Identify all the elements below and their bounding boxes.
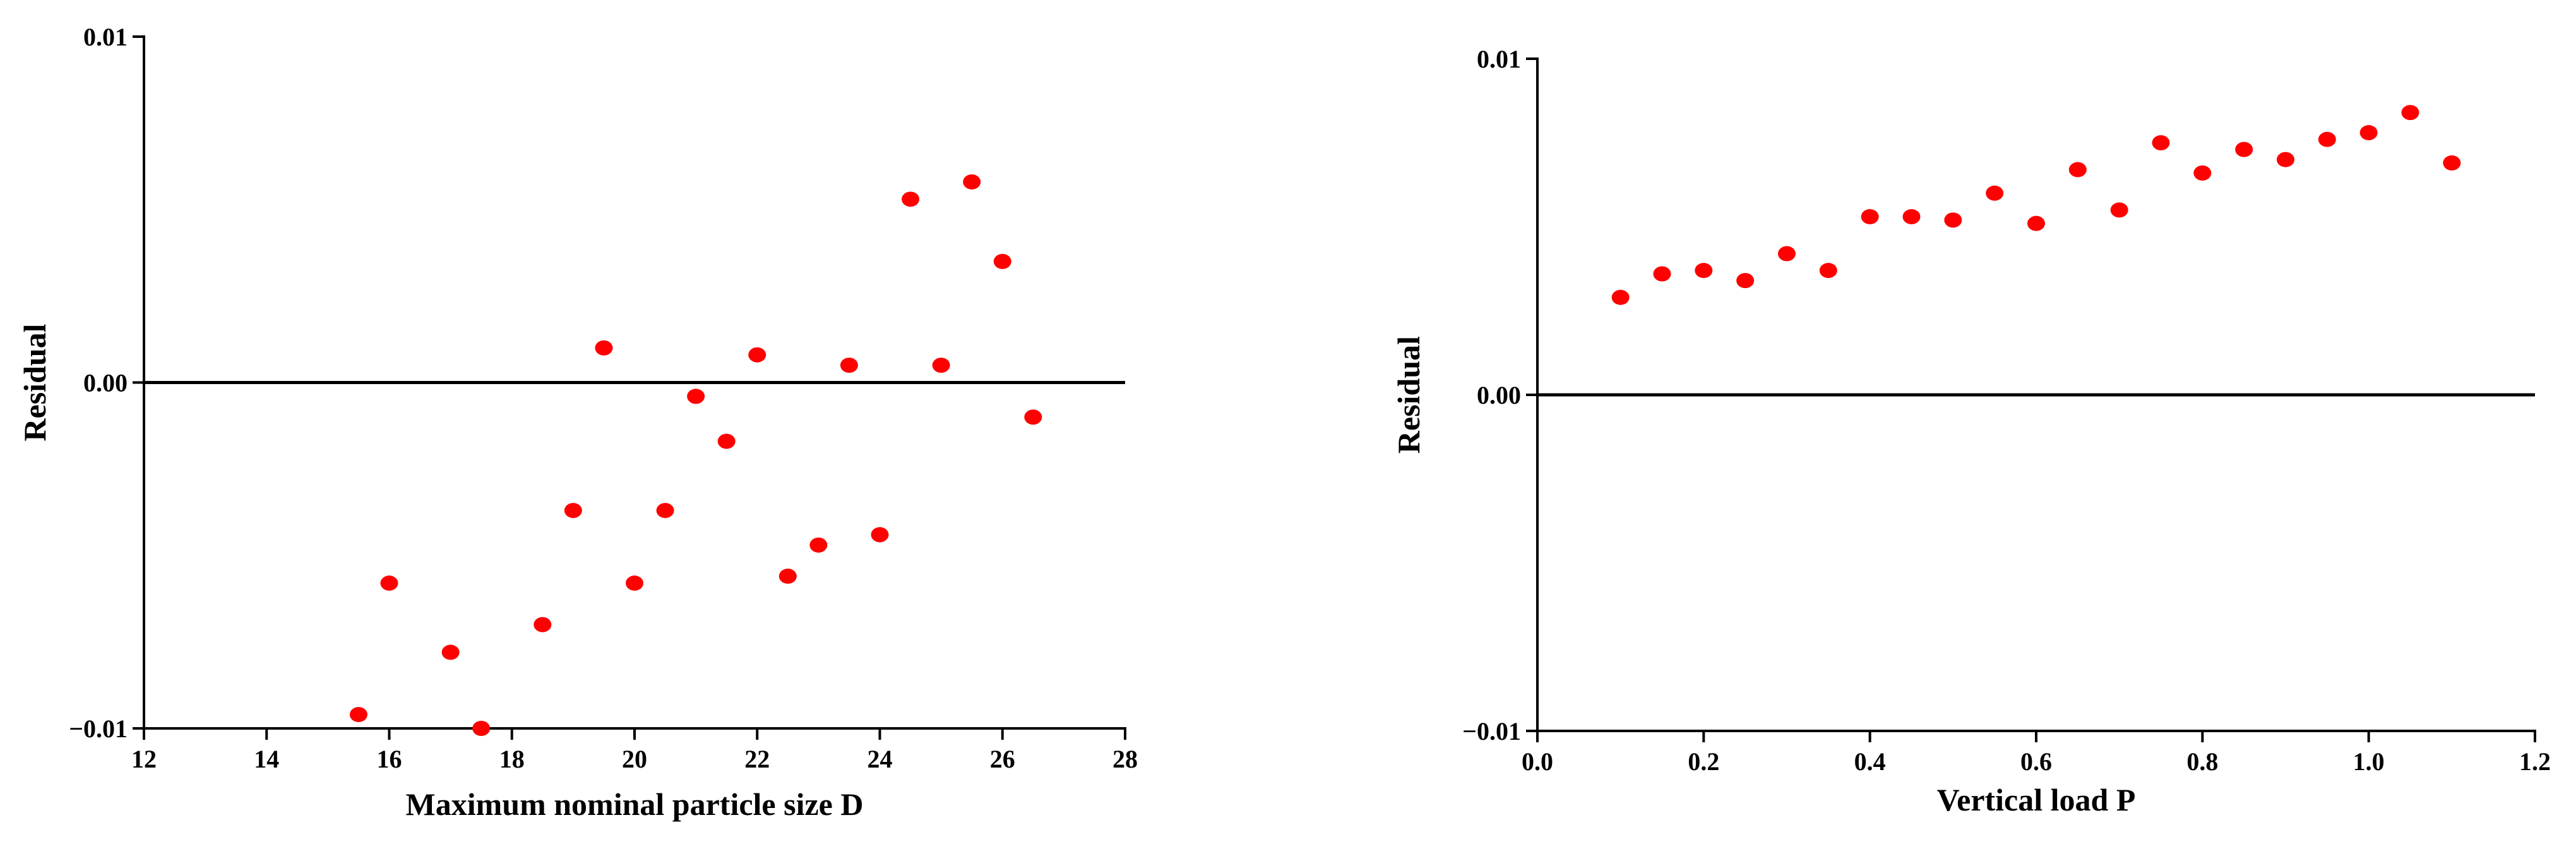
- data-point: [2401, 105, 2419, 121]
- x-tick-label: 16: [377, 745, 402, 773]
- data-point: [1861, 209, 1879, 225]
- data-point: [1024, 409, 1042, 425]
- x-tick-label: 28: [1112, 745, 1138, 773]
- x-tick-label: 0.2: [1688, 747, 1719, 776]
- y-axis-title: Residual: [17, 323, 52, 441]
- data-point: [626, 576, 643, 591]
- data-point: [717, 433, 736, 449]
- x-axis-ticks: 0.0 0.2 0.4 0.6 0.8 1.0 1.2: [1522, 731, 2551, 776]
- x-tick-label: 26: [990, 745, 1015, 773]
- x-tick-label: 20: [622, 745, 647, 773]
- data-point: [902, 191, 920, 207]
- data-point: [687, 389, 705, 404]
- data-point: [1736, 273, 1755, 289]
- data-point: [441, 644, 460, 660]
- data-point: [2110, 202, 2128, 218]
- y-tick-label: 0.00: [83, 369, 128, 397]
- data-point: [1653, 266, 1671, 282]
- data-point: [2443, 155, 2461, 171]
- data-point: [778, 569, 797, 584]
- data-point: [2318, 131, 2336, 147]
- data-point: [1902, 209, 1921, 225]
- y-tick-label: 0.00: [1477, 381, 1521, 409]
- x-tick-label: 14: [254, 745, 279, 773]
- y-tick-label: 0.01: [1477, 45, 1521, 73]
- data-point: [2152, 135, 2170, 150]
- data-point: [2193, 165, 2212, 181]
- x-tick-label: 1.0: [2353, 747, 2385, 776]
- data-point: [2027, 215, 2045, 231]
- x-axis-title: Maximum nominal particle size D: [406, 787, 864, 822]
- x-tick-label: 1.2: [2519, 747, 2551, 776]
- data-point: [656, 503, 674, 519]
- scatter-points: [1611, 105, 2461, 305]
- x-tick-label: 18: [499, 745, 525, 773]
- x-tick-label: 0.0: [1522, 747, 1553, 776]
- x-tick-label: 12: [131, 745, 157, 773]
- data-point: [1986, 185, 2004, 201]
- data-point: [472, 721, 491, 736]
- data-point: [932, 358, 950, 373]
- x-tick-label: 0.6: [2020, 747, 2052, 776]
- y-axis-ticks: −0.01 0.00 0.01: [1462, 45, 1537, 745]
- data-point: [2277, 152, 2294, 167]
- y-axis-title: Residual: [1391, 336, 1426, 454]
- data-point: [809, 537, 828, 553]
- data-point: [380, 576, 398, 591]
- scatter-points: [349, 174, 1042, 736]
- data-point: [1611, 289, 1630, 305]
- data-point: [1778, 246, 1796, 262]
- data-point: [993, 253, 1011, 269]
- y-tick-label: −0.01: [69, 714, 128, 743]
- x-tick-label: 0.8: [2186, 747, 2218, 776]
- data-point: [2235, 142, 2253, 157]
- data-point: [564, 503, 582, 519]
- y-tick-label: −0.01: [1462, 717, 1521, 745]
- data-point: [595, 340, 613, 356]
- x-tick-label: 0.4: [1854, 747, 1886, 776]
- data-point: [1819, 263, 1837, 279]
- chart-particle-size-residuals: −0.01 0.00 0.01 12 14 16 18 20 22 24 26 28 Maximum…: [17, 23, 1138, 822]
- data-point: [349, 707, 367, 723]
- data-point: [2068, 162, 2087, 178]
- data-point: [748, 347, 766, 363]
- data-point: [1695, 263, 1713, 279]
- y-tick-label: 0.01: [83, 23, 128, 51]
- x-axis-ticks: 12 14 16 18 20 22 24 26 28: [131, 728, 1138, 773]
- x-tick-label: 22: [744, 745, 770, 773]
- data-point: [963, 174, 981, 190]
- data-point: [1944, 212, 1962, 228]
- data-point: [534, 617, 552, 632]
- chart-vertical-load-residuals: −0.01 0.00 0.01 0.0 0.2 0.4 0.6 0.8 1.0 1.2 Vert…: [1391, 45, 2551, 817]
- data-point: [871, 527, 889, 543]
- y-axis-ticks: −0.01 0.00 0.01: [69, 23, 144, 743]
- data-point: [2359, 125, 2378, 141]
- data-point: [840, 358, 858, 373]
- x-tick-label: 24: [868, 745, 893, 773]
- x-axis-title: Vertical load P: [1937, 782, 2136, 817]
